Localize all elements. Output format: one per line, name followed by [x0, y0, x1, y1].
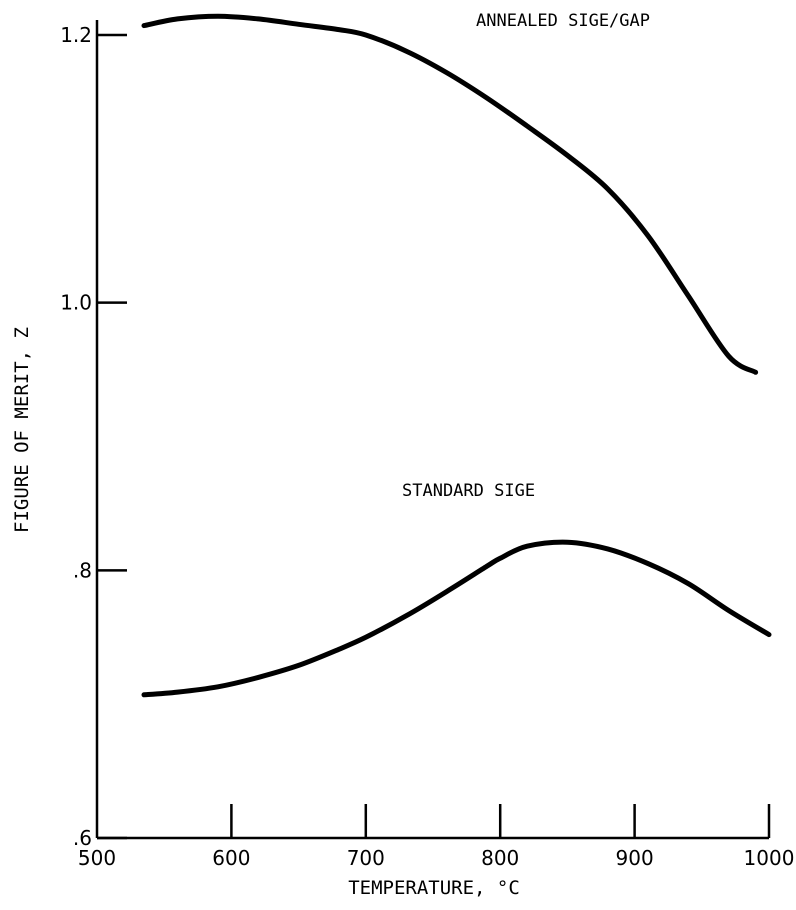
series-group — [141, 13, 772, 698]
x-ticks: 500 600 700 800 900 1000 — [78, 804, 795, 870]
y-axis-title: FIGURE OF MERIT, Z — [11, 327, 33, 533]
y-ticks: .6 .8 1.0 1.2 — [60, 23, 127, 850]
y-tick-label: .8 — [73, 558, 92, 582]
x-tick-label: 900 — [616, 846, 654, 870]
y-tick-label: .6 — [73, 826, 92, 850]
x-tick-label: 800 — [481, 846, 519, 870]
y-tick-label: 1.0 — [60, 291, 92, 315]
x-axis-title: TEMPERATURE, °C — [348, 877, 520, 899]
x-tick-label: 1000 — [744, 846, 795, 870]
annotation-standard: STANDARD SIGE — [402, 481, 535, 501]
x-tick-label: 600 — [212, 846, 250, 870]
x-tick-label: 700 — [347, 846, 385, 870]
series-line-annealed — [141, 13, 759, 375]
series-line-standard — [141, 539, 772, 698]
x-tick-label: 500 — [78, 846, 116, 870]
y-tick-label: 1.2 — [60, 23, 92, 47]
annotation-annealed: ANNEALED SIGE/GAP — [476, 11, 650, 31]
